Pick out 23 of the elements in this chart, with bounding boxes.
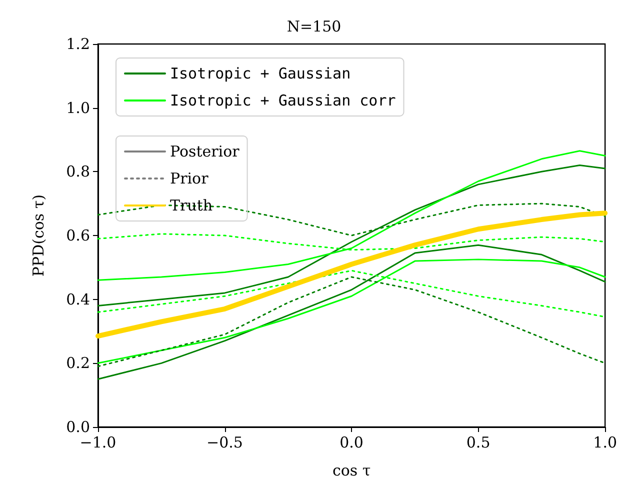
legend-label: Isotropic + Gaussian	[170, 64, 351, 82]
x-tick-label: −0.5	[206, 434, 243, 452]
y-tick-label: 0.0	[66, 418, 90, 436]
legend-label: Prior	[170, 170, 210, 188]
x-tick-label: 1.0	[593, 434, 617, 452]
y-tick-label: 1.2	[66, 35, 90, 53]
x-tick-label: 0.5	[466, 434, 490, 452]
chart-title: N=150	[286, 18, 342, 36]
y-tick-label: 0.2	[66, 354, 90, 372]
legend-label: Posterior	[170, 142, 240, 160]
y-axis-title: PPD(cos τ)	[30, 194, 48, 277]
legend-label: Truth	[170, 196, 213, 214]
y-tick-label: 1.0	[66, 98, 90, 117]
x-tick-label: 0.0	[340, 434, 364, 452]
legend-label: Isotropic + Gaussian corr	[170, 92, 396, 110]
line-series	[97, 258, 606, 364]
y-tick-label: 0.4	[66, 290, 90, 308]
y-tick-label: 0.6	[66, 226, 90, 244]
x-axis-title: cos τ	[332, 462, 371, 480]
line-series	[97, 244, 606, 380]
line-series	[97, 164, 606, 306]
y-tick-label: 0.8	[66, 162, 90, 181]
x-tick-label: −1.0	[80, 434, 116, 452]
